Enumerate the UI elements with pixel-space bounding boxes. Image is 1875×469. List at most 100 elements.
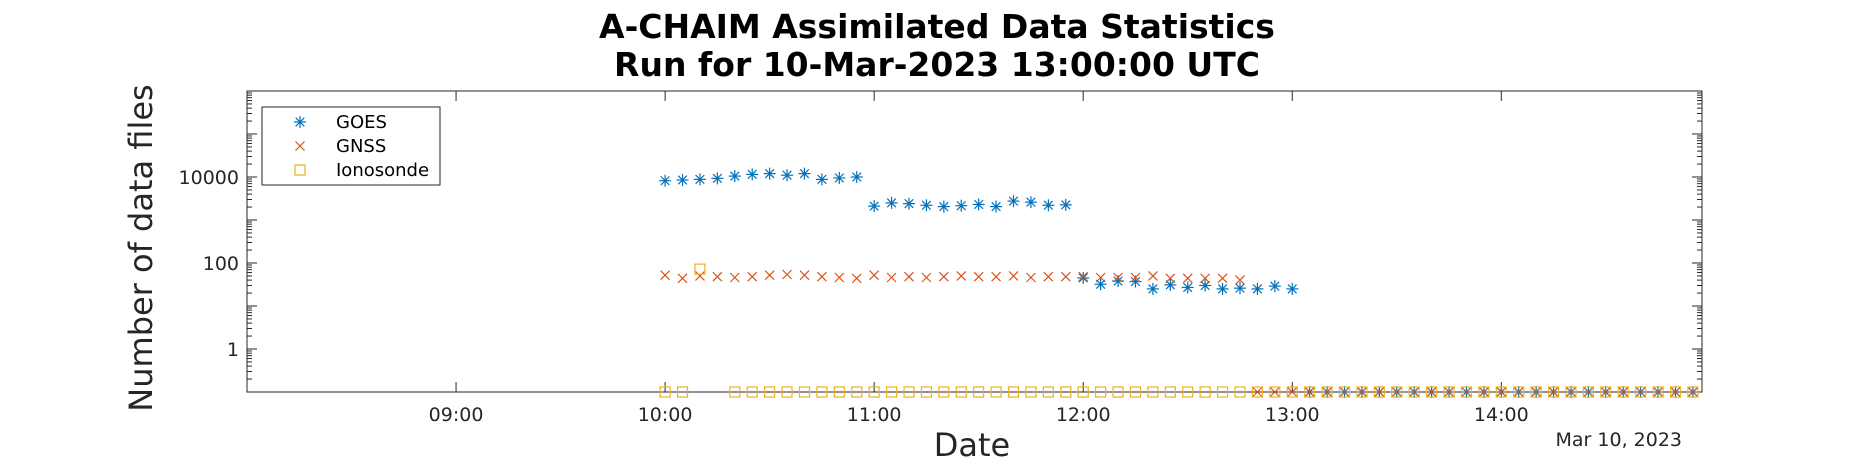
gnss-point bbox=[886, 272, 897, 283]
goes-point bbox=[1077, 271, 1090, 284]
y-axis-label: Number of data files bbox=[122, 84, 160, 411]
goes-point bbox=[693, 173, 706, 186]
goes-point bbox=[815, 173, 828, 186]
ionosonde-point bbox=[1164, 386, 1176, 398]
ionosonde-point bbox=[1216, 386, 1229, 398]
gnss-point bbox=[1374, 387, 1385, 397]
ionosonde-point bbox=[1565, 386, 1577, 398]
ionosonde-point bbox=[851, 386, 863, 398]
ionosonde-point bbox=[1338, 386, 1351, 398]
gnss-point bbox=[1235, 275, 1245, 286]
legend-marker-gnss bbox=[295, 141, 305, 151]
gnss-point bbox=[1357, 387, 1367, 397]
x-tick-label: 14:00 bbox=[1474, 404, 1529, 426]
legend-marker-goes bbox=[294, 116, 306, 128]
ionosonde-point bbox=[1129, 386, 1142, 398]
gnss-point bbox=[782, 269, 792, 280]
ionosonde-point bbox=[1600, 386, 1612, 398]
gnss-point bbox=[869, 270, 880, 281]
goes-point bbox=[868, 200, 881, 213]
gnss-point bbox=[973, 271, 984, 282]
goes-point bbox=[1199, 279, 1212, 292]
goes-point bbox=[990, 200, 1003, 213]
gnss-point bbox=[1304, 387, 1315, 397]
ionosonde-point bbox=[1060, 386, 1072, 398]
gnss-point bbox=[1618, 387, 1629, 397]
gnss-point bbox=[991, 271, 1002, 282]
gnss-point bbox=[1496, 387, 1507, 397]
date-label: Mar 10, 2023 bbox=[1556, 429, 1683, 451]
goes-point bbox=[1007, 195, 1020, 208]
goes-point bbox=[833, 171, 846, 184]
ionosonde-point bbox=[1687, 386, 1699, 398]
x-tick-label: 10:00 bbox=[638, 404, 693, 426]
gnss-point bbox=[1322, 387, 1333, 397]
ionosonde-point bbox=[1426, 386, 1438, 398]
goes-point bbox=[1164, 278, 1177, 291]
ionosonde-point bbox=[1391, 386, 1403, 398]
goes-point bbox=[1286, 282, 1299, 295]
ionosonde-point bbox=[1251, 386, 1264, 398]
gnss-point bbox=[1217, 273, 1228, 284]
gnss-point bbox=[956, 271, 967, 281]
ionosonde-point bbox=[798, 386, 811, 398]
gnss-point bbox=[1287, 387, 1298, 397]
goes-point bbox=[885, 196, 898, 209]
gnss-point bbox=[1060, 271, 1071, 282]
gnss-point bbox=[938, 271, 949, 282]
ionosonde-point bbox=[1547, 386, 1560, 398]
ionosonde-point bbox=[1147, 386, 1159, 398]
goes-point bbox=[1024, 196, 1037, 209]
goes-point bbox=[1268, 280, 1281, 293]
ionosonde-point bbox=[1530, 386, 1542, 398]
plot-axes: 09:00 10:00 11:00 12:00 13:00 14:00 1 100 10000 bbox=[179, 90, 1703, 426]
goes-point bbox=[798, 167, 811, 180]
ionosonde-point bbox=[764, 386, 776, 398]
ionosonde-point bbox=[1269, 386, 1281, 398]
gnss-point bbox=[1200, 273, 1211, 284]
ionosonde-point bbox=[1321, 386, 1333, 398]
gnss-point bbox=[1670, 387, 1681, 397]
ionosonde-point bbox=[920, 386, 933, 398]
goes-point bbox=[1233, 282, 1246, 295]
gnss-point bbox=[1078, 271, 1089, 282]
gnss-point bbox=[1653, 387, 1664, 397]
legend-label-ionosonde: Ionosonde bbox=[336, 160, 429, 181]
ionosonde-point bbox=[1460, 386, 1473, 398]
gnss-point bbox=[921, 272, 932, 283]
gnss-point bbox=[1444, 387, 1454, 397]
ionosonde-point bbox=[1443, 386, 1455, 398]
gnss-point bbox=[729, 272, 740, 283]
ionosonde-point bbox=[1373, 386, 1385, 398]
goes-point bbox=[1146, 282, 1159, 295]
gnss-point bbox=[1583, 387, 1594, 397]
ionosonde-point bbox=[1669, 386, 1682, 398]
ionosonde-point bbox=[1617, 386, 1629, 398]
gnss-point bbox=[1426, 387, 1437, 397]
legend-label-gnss: GNSS bbox=[336, 136, 386, 157]
ionosonde-point bbox=[1234, 386, 1246, 398]
goes-point bbox=[1216, 282, 1229, 295]
goes-point bbox=[937, 200, 950, 213]
ionosonde-point bbox=[676, 386, 689, 398]
gnss-point bbox=[1113, 272, 1123, 283]
gnss-point bbox=[1548, 387, 1559, 397]
gnss-point bbox=[1130, 272, 1141, 283]
gnss-point bbox=[1026, 272, 1036, 283]
gnss-point bbox=[1043, 271, 1054, 282]
gnss-point bbox=[1095, 272, 1106, 283]
gnss-point bbox=[764, 270, 775, 281]
x-tick-label: 12:00 bbox=[1056, 404, 1111, 426]
ionosonde-point bbox=[816, 386, 828, 398]
goes-point bbox=[781, 169, 794, 182]
gnss-point bbox=[1147, 271, 1158, 281]
goes-point bbox=[711, 172, 724, 185]
ionosonde-point bbox=[990, 386, 1002, 398]
ionosonde-point bbox=[1356, 386, 1368, 398]
gnss-point bbox=[1531, 387, 1542, 397]
gnss-point bbox=[1165, 273, 1176, 284]
ionosonde-point bbox=[833, 386, 845, 398]
ionosonde-point bbox=[1652, 386, 1664, 398]
ionosonde-point bbox=[868, 386, 880, 398]
